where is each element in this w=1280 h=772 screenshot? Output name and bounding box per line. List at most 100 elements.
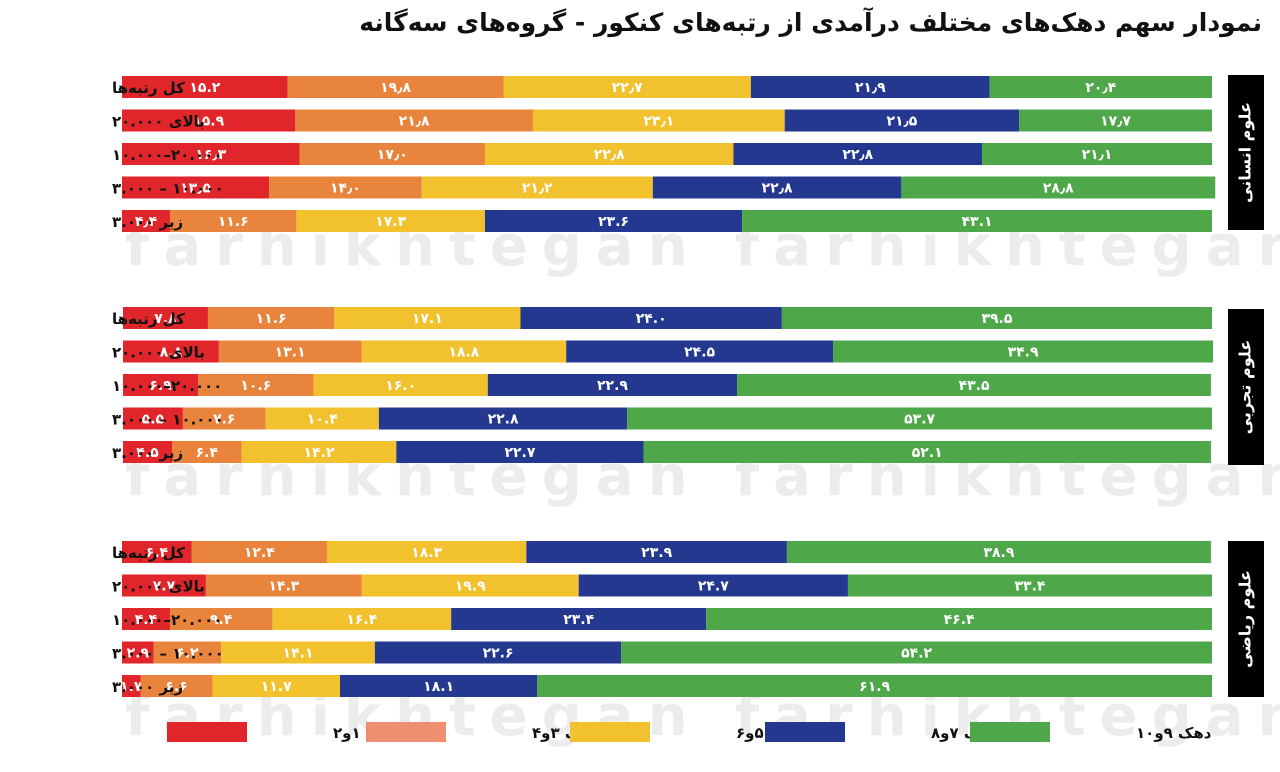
- legend-swatch: [570, 722, 650, 742]
- segment-value-label: ۸.۸: [160, 345, 183, 361]
- bar-segment: [123, 307, 208, 329]
- bar-segment: [169, 608, 273, 630]
- segment-value-label: ۲۱٫۸: [399, 114, 430, 130]
- segment-value-label: ۲۲٫۷: [612, 80, 643, 96]
- bar-rows: ۱۵.۲ ۱۹٫۸ ۲۲٫۷ ۲۱٫۹ ۲۰٫۴ کل رتبه‌ها ۱۵.۹ ۲۱٫۸ ۲۳…: [112, 76, 1216, 697]
- segment-value-label: ۱۷٫۷: [1100, 114, 1131, 130]
- segment-value-label: ۱۰.۴: [307, 412, 338, 428]
- segment-value-label: ۱۱.۷: [261, 679, 292, 695]
- legend-item: دهک ۹و۱۰: [970, 722, 1212, 742]
- bar-row: ۴.۴ ۹.۴ ۱۶.۴ ۲۳.۴ ۴۶.۴ ۲۰.۰۰۰–۱۰.۰۰۰: [112, 608, 1212, 630]
- bar-row: ۴.۵ ۶.۴ ۱۴.۲ ۲۲.۷ ۵۲.۱ زیر ۳.۰۰۰: [112, 441, 1212, 463]
- bar-segment: [296, 210, 485, 232]
- bar-segment: [221, 641, 375, 664]
- segment-value-label: ۱۷٫۰: [377, 147, 408, 163]
- segment-value-label: ۵۲.۱: [912, 445, 943, 461]
- row-label: کل رتبه‌ها: [112, 79, 185, 97]
- bar-segment: [334, 307, 521, 329]
- bar-segment: [153, 641, 222, 664]
- row-label: ۱۰.۰۰۰ – ۳.۰۰۰: [112, 645, 224, 663]
- segment-value-label: ۱۱.۶: [218, 214, 249, 230]
- segment-value-label: ۷.۶: [213, 412, 235, 428]
- segment-value-label: ۲۸٫۸: [1043, 181, 1074, 197]
- segment-value-label: ۱۲.۴: [244, 545, 275, 561]
- group-label-box: [1228, 309, 1264, 465]
- segment-value-label: ۱۳.۱: [275, 345, 306, 361]
- bar-segment: [169, 210, 297, 232]
- bar-segment: [122, 176, 270, 199]
- segment-value-label: ۲۲.۷: [504, 445, 535, 461]
- bar-segment: [742, 210, 1212, 232]
- bar-segment: [122, 675, 141, 697]
- group-2: ۷.۸ ۱۱.۶ ۱۷.۱ ۲۴.۰ ۳۹.۵ کل رتبه‌ها ۸.۸ ۱۳.۱ ۱۸.۸…: [112, 307, 1214, 463]
- bar-segment: [737, 374, 1211, 396]
- segment-value-label: ۴٫۴: [135, 214, 158, 230]
- legend-label: دهک ۹و۱۰: [1136, 724, 1212, 742]
- bar-row: ۸.۸ ۱۳.۱ ۱۸.۸ ۲۴.۵ ۳۴.۹ بالای ۲۰.۰۰۰: [112, 340, 1214, 363]
- bar-segment: [532, 109, 785, 132]
- bar-segment: [140, 675, 213, 697]
- segment-value-label: ۱۶.۰: [385, 378, 416, 394]
- bar-row: ۱۶٫۳ ۱۷٫۰ ۲۲٫۸ ۲۲٫۸ ۲۱٫۱ ۲۰.۰۰۰–۱۰.۰۰۰: [112, 143, 1212, 165]
- bar-segment: [122, 210, 170, 232]
- group-3: ۶.۴ ۱۲.۴ ۱۸.۳ ۲۳.۹ ۳۸.۹ کل رتبه‌ها ۷.۷ ۱۴.۳ ۱۹.۹…: [112, 541, 1212, 697]
- legend-swatch: [167, 722, 247, 742]
- bar-row: ۵.۵ ۷.۶ ۱۰.۴ ۲۲.۸ ۵۳.۷ ۱۰.۰۰۰ – ۳.۰۰۰: [112, 407, 1212, 430]
- row-label: بالای ۲۰.۰۰۰: [112, 344, 205, 362]
- bar-row: ۴٫۴ ۱۱.۶ ۱۷.۳ ۲۳.۶ ۴۳.۱ زیر ۳.۰۰۰: [112, 210, 1212, 232]
- legend-swatch: [970, 722, 1050, 742]
- segment-value-label: ۲.۹: [127, 646, 150, 662]
- bar-segment: [122, 541, 192, 563]
- bar-row: ۱.۷ ۶.۶ ۱۱.۷ ۱۸.۱ ۶۱.۹ زیر ۳.۰۰۰: [112, 675, 1212, 697]
- segment-value-label: ۱۴.۱: [283, 646, 314, 662]
- bar-segment: [706, 608, 1212, 630]
- bar-segment: [578, 574, 848, 597]
- segment-value-label: ۴.۴: [135, 612, 158, 628]
- segment-value-label: ۱۸.۸: [448, 345, 479, 361]
- bar-segment: [652, 176, 902, 199]
- bar-segment: [421, 176, 653, 199]
- segment-value-label: ۱۹.۹: [455, 579, 486, 595]
- segment-value-label: ۱۶٫۳: [195, 147, 226, 163]
- bar-segment: [989, 76, 1212, 98]
- group-label: علوم ریاضی: [1236, 570, 1255, 668]
- segment-value-label: ۶.۲: [176, 646, 199, 662]
- legend-swatch: [765, 722, 845, 742]
- bar-segment: [123, 407, 183, 430]
- bar-segment: [218, 340, 362, 363]
- bar-segment: [207, 307, 335, 329]
- segment-value-label: ۱۵.۹: [193, 114, 224, 130]
- group-labels: علوم انسانی علوم تجربی علوم ریاضی: [1228, 75, 1264, 697]
- segment-value-label: ۲۲.۸: [488, 412, 519, 428]
- segment-value-label: ۲۴.۰: [636, 311, 667, 327]
- bar-segment: [621, 641, 1212, 664]
- bar-segment: [182, 407, 266, 430]
- segment-value-label: ۱۷.۱: [412, 311, 443, 327]
- bar-row: ۶.۴ ۱۲.۴ ۱۸.۳ ۲۳.۹ ۳۸.۹ کل رتبه‌ها: [112, 541, 1212, 563]
- segment-value-label: ۲۰٫۴: [1085, 80, 1116, 96]
- bar-segment: [627, 407, 1212, 430]
- segment-value-label: ۱۷.۳: [375, 214, 406, 230]
- segment-value-label: ۱۶.۴: [346, 612, 377, 628]
- bar-segment: [566, 340, 834, 363]
- bar-segment: [313, 374, 488, 396]
- bar-segment: [487, 374, 738, 396]
- segment-value-label: ۲۳٫۱: [643, 114, 674, 130]
- bar-segment: [733, 143, 983, 165]
- bar-segment: [172, 441, 242, 463]
- bar-row: ۲.۹ ۶.۲ ۱۴.۱ ۲۲.۶ ۵۴.۲ ۱۰.۰۰۰ – ۳.۰۰۰: [112, 641, 1212, 664]
- bar-segment: [299, 143, 485, 165]
- segment-value-label: ۱۵.۲: [189, 80, 220, 96]
- bar-segment: [272, 608, 452, 630]
- group-label: علوم انسانی: [1236, 102, 1255, 203]
- legend-swatch: [366, 722, 446, 742]
- segment-value-label: ۱۴.۲: [304, 445, 335, 461]
- bar-row: ۱۵.۲ ۱۹٫۸ ۲۲٫۷ ۲۱٫۹ ۲۰٫۴ کل رتبه‌ها: [112, 76, 1212, 98]
- bar-row: ۷.۸ ۱۱.۶ ۱۷.۱ ۲۴.۰ ۳۹.۵ کل رتبه‌ها: [112, 307, 1212, 329]
- segment-value-label: ۱۹٫۸: [380, 80, 411, 96]
- bar-segment: [326, 541, 527, 563]
- bar-segment: [122, 641, 154, 664]
- segment-value-label: ۲۲.۶: [483, 646, 514, 662]
